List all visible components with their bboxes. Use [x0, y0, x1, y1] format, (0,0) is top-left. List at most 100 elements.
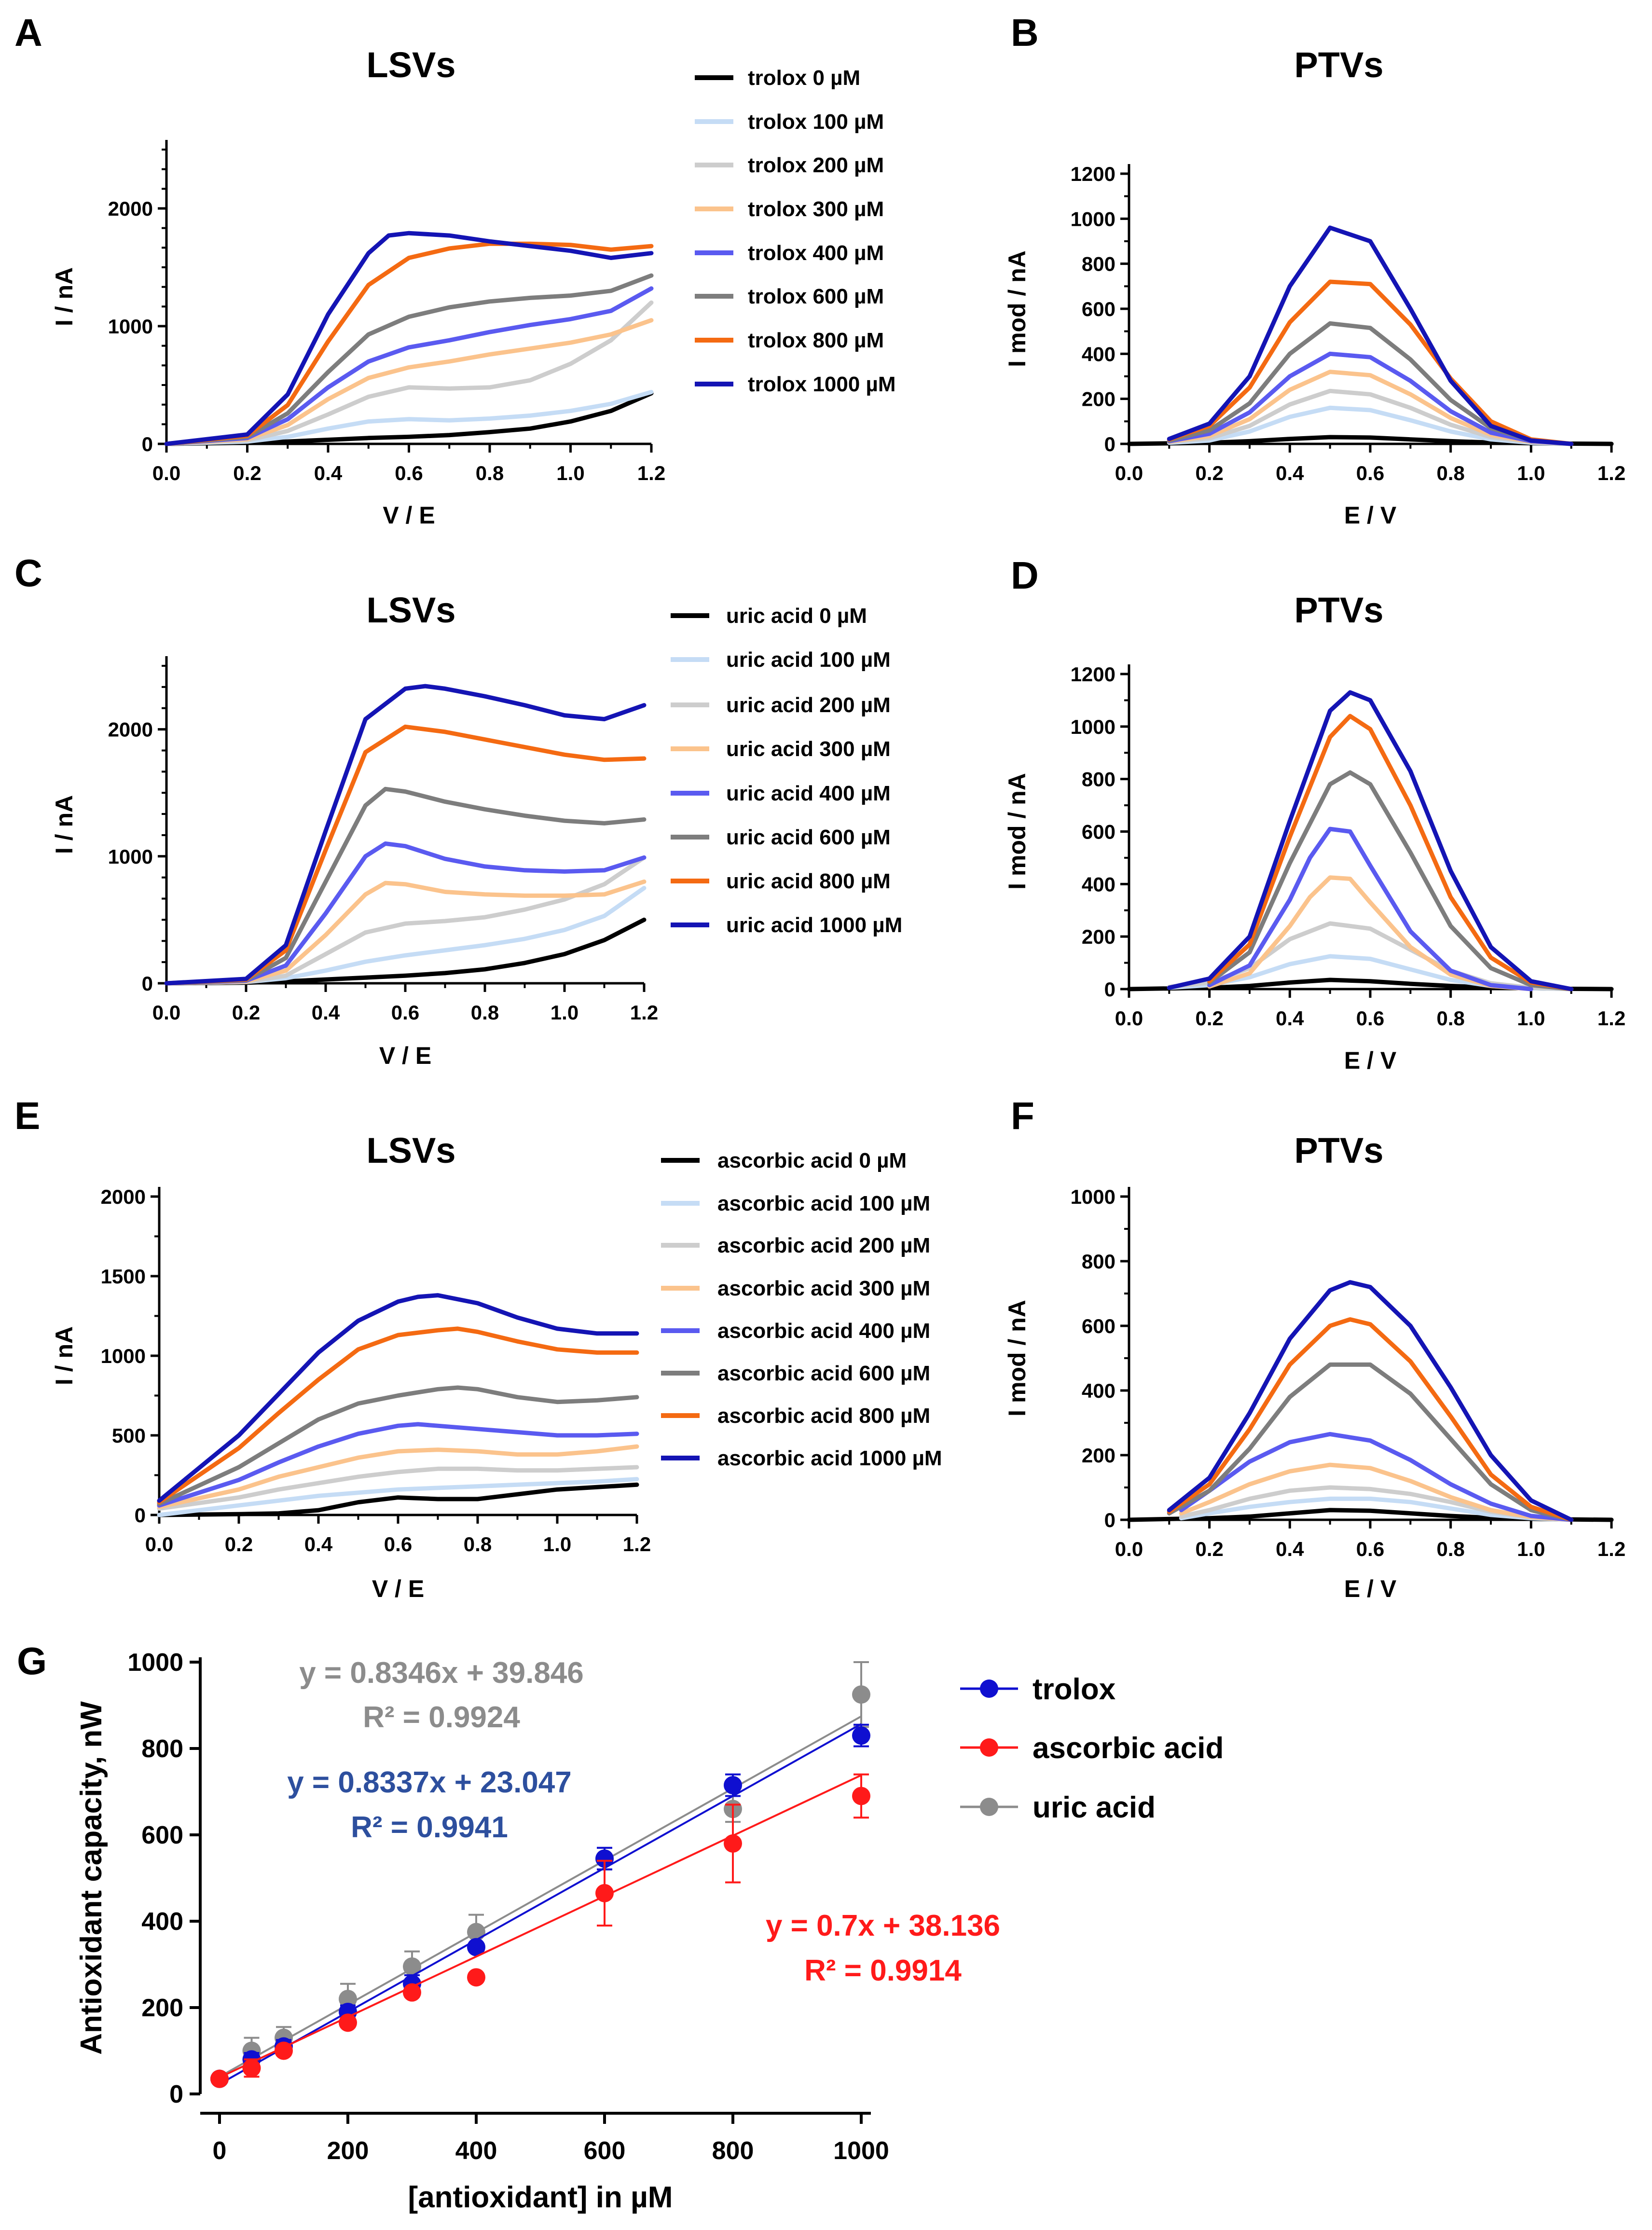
- y-tick-label: 600: [1082, 1315, 1115, 1337]
- x-tick-label: 1.0: [551, 1001, 578, 1024]
- legend-label-1000: uric acid 1000 µM: [726, 913, 902, 937]
- data-point: [724, 1776, 742, 1795]
- series-line: [164, 391, 654, 446]
- y-tick-label: 1000: [1071, 1185, 1115, 1208]
- panel-g: G 0 200 400 600 800 1000 0 200 400 600 800 1000 [ant…: [17, 1639, 1224, 2214]
- trolox-fit-equation: y = 0.8337x + 23.047: [287, 1766, 572, 1799]
- data-point: [339, 2013, 357, 2032]
- y-tick-label: 600: [1082, 298, 1115, 320]
- series-line: [164, 273, 654, 446]
- data-point: [595, 1884, 614, 1902]
- series-line: [157, 1422, 639, 1508]
- panel-c: C LSVs 0.0 0.2 0.4 0.6 0.8 1.0 1.2 0 1000 2000 V /…: [14, 551, 902, 1069]
- series-line: [164, 390, 654, 446]
- x-tick-label: 1.0: [543, 1533, 571, 1555]
- x-tick-label: 0.6: [391, 1001, 419, 1024]
- panel-letter-a: A: [14, 11, 42, 54]
- y-axis-label: I mod / nA: [1004, 250, 1031, 367]
- x-tick-label: 0.0: [152, 1001, 180, 1024]
- panel-b-title: PTVs: [1294, 45, 1383, 85]
- x-axis-label: V / E: [372, 1575, 424, 1602]
- legend-label-0: ascorbic acid 0 µM: [717, 1149, 907, 1172]
- series-line: [157, 1482, 639, 1517]
- panel-g-plot: 0 200 400 600 800 1000 0 200 400 600 800 1000 [antio…: [75, 1649, 889, 2214]
- panel-e-legend: ascorbic acid 0 µM ascorbic acid 100 µM …: [661, 1149, 942, 1470]
- y-axis-label: I / nA: [51, 267, 78, 326]
- y-tick-label: 500: [112, 1424, 146, 1447]
- legend-label-400: trolox 400 µM: [748, 241, 884, 265]
- x-tick-label: 0.0: [152, 462, 180, 484]
- ascorbic-fit-r2: R² = 0.9914: [804, 1954, 962, 1987]
- x-tick-label: 400: [455, 2137, 497, 2165]
- x-tick-label: 0.0: [1115, 1007, 1143, 1030]
- data-point: [403, 1983, 421, 2002]
- legend-label-400: ascorbic acid 400 µM: [717, 1319, 930, 1343]
- fit-line: [219, 1774, 862, 2079]
- x-tick-label: 0.2: [1195, 1538, 1223, 1560]
- series-line: [157, 1444, 639, 1509]
- legend-label-1000: trolox 1000 µM: [748, 372, 896, 396]
- x-tick-label: 0.8: [1436, 1538, 1464, 1560]
- x-tick-label: 200: [327, 2137, 369, 2165]
- y-axis-label: Antioxidant capacity, nW: [75, 1701, 108, 2055]
- uric-fit-r2: R² = 0.9924: [363, 1701, 520, 1734]
- y-tick-label: 0: [1104, 433, 1115, 455]
- y-tick-label: 800: [1082, 1250, 1115, 1273]
- panel-f-title: PTVs: [1294, 1130, 1383, 1170]
- y-axis-label: I / nA: [51, 795, 78, 854]
- panel-g-annotations: y = 0.8346x + 39.846 R² = 0.9924 y = 0.8…: [287, 1656, 1000, 1987]
- legend-label-800: trolox 800 µM: [748, 329, 884, 352]
- y-tick-label: 1000: [101, 1345, 146, 1367]
- x-tick-label: 0.4: [304, 1533, 333, 1555]
- x-tick-label: 1.2: [1597, 1007, 1625, 1030]
- panel-letter-f: F: [1011, 1094, 1034, 1137]
- y-tick-label: 200: [141, 1994, 183, 2022]
- x-tick-label: 0.8: [476, 462, 504, 484]
- y-axis-label: I / nA: [51, 1326, 78, 1385]
- series-line: [1179, 1496, 1574, 1522]
- x-tick-label: 0: [213, 2137, 227, 2165]
- series-line: [164, 300, 654, 446]
- legend-label-800: ascorbic acid 800 µM: [717, 1404, 930, 1428]
- panel-d-plot: 0.0 0.2 0.4 0.6 0.8 1.0 1.2 0 200 400 600 800 1000 12…: [1004, 663, 1625, 1074]
- series-line: [1167, 1280, 1574, 1522]
- series-line: [1207, 875, 1533, 991]
- legend-label-300: uric acid 300 µM: [726, 737, 891, 761]
- series-line: [157, 1293, 639, 1503]
- panel-c-legend: uric acid 0 µM uric acid 100 µM uric aci…: [671, 604, 902, 937]
- y-tick-label: 200: [1082, 388, 1115, 411]
- axes: 0.0 0.2 0.4 0.6 0.8 1.0 1.2 0 200 400 600 800 1000 E …: [1004, 1185, 1625, 1602]
- x-tick-label: 1.2: [1597, 462, 1625, 484]
- y-tick-label: 400: [141, 1908, 183, 1936]
- x-tick-label: 0.0: [1115, 1538, 1143, 1560]
- series-line: [1207, 714, 1574, 991]
- x-tick-label: 0.2: [1195, 462, 1223, 484]
- axes: 0 200 400 600 800 1000 0 200 400 600 800 1000 [antio…: [75, 1649, 889, 2214]
- legend-label-200: uric acid 200 µM: [726, 693, 891, 717]
- legend-label-1000: ascorbic acid 1000 µM: [717, 1446, 942, 1470]
- y-tick-label: 400: [1082, 873, 1115, 895]
- y-tick-label: 600: [1082, 821, 1115, 843]
- panel-c-title: LSVs: [366, 590, 455, 630]
- legend-label-800: uric acid 800 µM: [726, 869, 891, 893]
- legend-label-300: ascorbic acid 300 µM: [717, 1277, 930, 1300]
- y-axis-label: I mod / nA: [1004, 1300, 1031, 1417]
- y-tick-label: 0: [135, 1504, 146, 1527]
- y-tick-label: 200: [1082, 925, 1115, 948]
- y-tick-label: 800: [141, 1735, 183, 1763]
- series-line: [164, 241, 654, 446]
- series-group: [210, 1773, 870, 2088]
- x-tick-label: 0.8: [464, 1533, 492, 1555]
- axes: 0.0 0.2 0.4 0.6 0.8 1.0 1.2 0 200 400 600 800 1000 12…: [1004, 163, 1625, 529]
- panel-letter-e: E: [14, 1094, 40, 1137]
- panel-b: B PTVs 0.0 0.2 0.4 0.6 0.8 1.0 1.2 0 200 400 600 80…: [1004, 11, 1625, 529]
- legend-uric-marker: [980, 1798, 998, 1816]
- data-point: [210, 2069, 229, 2088]
- legend-trolox-marker: [980, 1679, 998, 1698]
- axes: 0.0 0.2 0.4 0.6 0.8 1.0 1.2 0 500 1000 1500 2000 V /…: [51, 1185, 651, 1602]
- x-axis-label: E / V: [1344, 1047, 1397, 1074]
- series-line: [1167, 225, 1574, 446]
- data-point: [467, 1938, 485, 1956]
- series-line: [1207, 770, 1574, 991]
- x-tick-label: 1.2: [623, 1533, 651, 1555]
